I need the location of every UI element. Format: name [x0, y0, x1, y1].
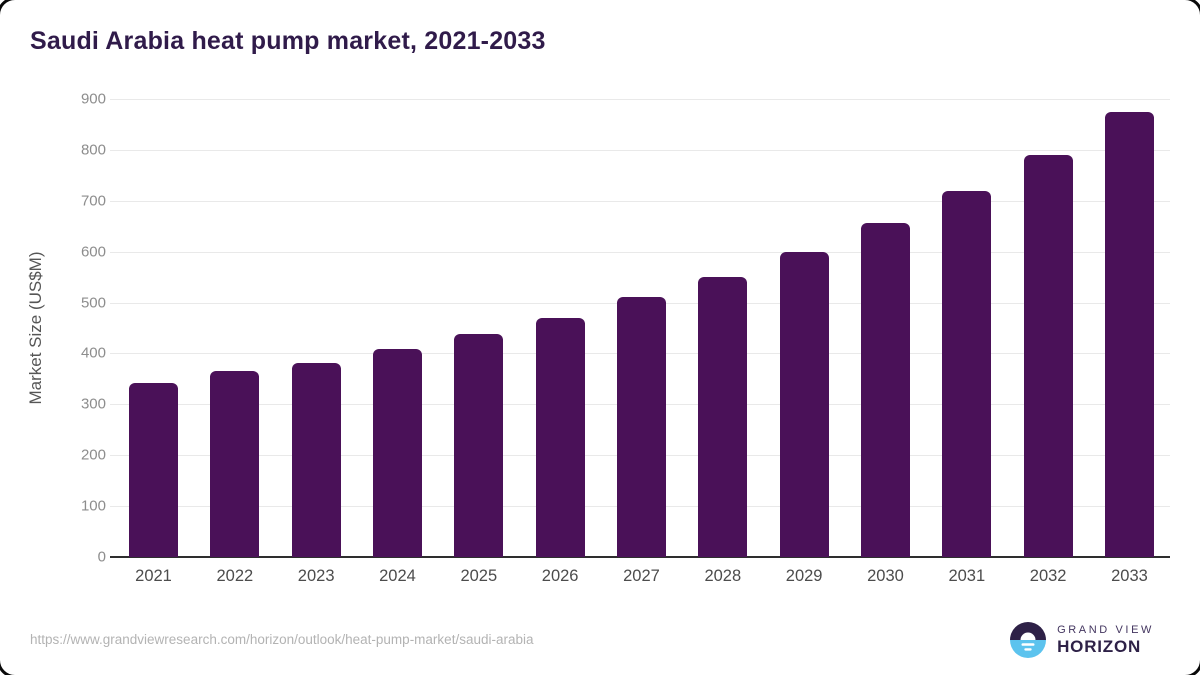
y-tick-label-500: 500: [80, 294, 106, 312]
bar-2029: [779, 251, 829, 557]
y-axis-label: Market Size (US$M): [26, 251, 45, 405]
x-tick-label-2021: 2021: [135, 567, 172, 585]
brand-text: GRAND VIEW HORIZON: [1057, 624, 1154, 656]
bar-2026: [535, 317, 585, 557]
x-axis-line: [110, 556, 1170, 558]
bar-2023: [291, 363, 341, 557]
x-tick-label-2023: 2023: [297, 567, 335, 585]
x-tick-label-2031: 2031: [948, 567, 986, 585]
gridline-700: [110, 200, 1170, 202]
x-tick-label-2024: 2024: [379, 567, 416, 585]
y-tick-label-900: 900: [80, 90, 106, 108]
gridline-900: [110, 99, 1170, 100]
x-tick-label-2030: 2030: [867, 567, 904, 585]
bar-2021: [129, 383, 178, 557]
y-tick-label-800: 800: [80, 141, 106, 159]
brand-name-top: GRAND VIEW: [1057, 623, 1154, 636]
bar-2032: [1023, 154, 1073, 557]
y-tick-label-400: 400: [80, 344, 106, 362]
source-url: https://www.grandviewresearch.com/horizo…: [30, 632, 534, 647]
chart-title: Saudi Arabia heat pump market, 2021-2033: [30, 27, 546, 55]
x-tick-label-2032: 2032: [1029, 567, 1067, 585]
y-tick-label-0: 0: [97, 548, 106, 566]
bar-2022: [210, 371, 260, 557]
bar-2033: [1104, 111, 1154, 557]
brand-name-bottom: HORIZON: [1057, 636, 1142, 656]
gridline-600: [110, 251, 1170, 253]
plot-area: [110, 99, 1170, 558]
x-tick-label-2029: 2029: [785, 567, 823, 585]
x-tick-label-2026: 2026: [541, 567, 579, 585]
horizon-logo-icon: [1010, 622, 1047, 658]
bar-2028: [698, 276, 748, 557]
bar-2024: [372, 349, 422, 557]
bar-2025: [454, 334, 504, 557]
y-tick-label-200: 200: [80, 446, 106, 464]
bar-2030: [860, 223, 910, 557]
y-tick-label-100: 100: [80, 497, 106, 515]
bar-2031: [942, 190, 992, 557]
gridline-800: [110, 149, 1170, 151]
y-tick-label-300: 300: [80, 395, 106, 413]
brand-logo: GRAND VIEW HORIZON: [1008, 620, 1154, 660]
y-tick-label-600: 600: [80, 243, 106, 261]
x-tick-label-2022: 2022: [216, 567, 254, 585]
x-tick-label-2033: 2033: [1111, 567, 1148, 585]
x-tick-label-2027: 2027: [623, 567, 660, 585]
y-tick-label-700: 700: [80, 192, 106, 210]
bar-2027: [616, 296, 666, 557]
x-tick-label-2028: 2028: [704, 567, 742, 585]
x-tick-label-2025: 2025: [460, 567, 498, 585]
